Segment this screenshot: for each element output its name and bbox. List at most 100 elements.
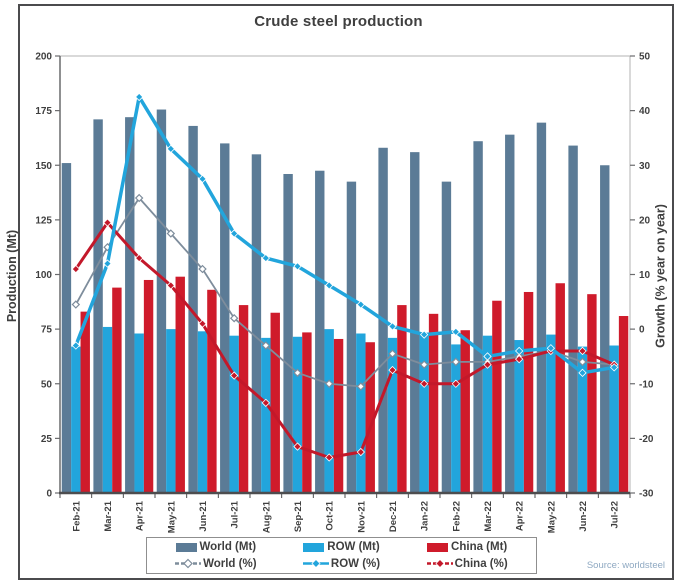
right-tick-label: 10 — [639, 270, 651, 281]
right-tick-label: 40 — [639, 106, 651, 117]
marker-world--sep-21 — [293, 368, 302, 378]
marker-world--apr-21 — [134, 193, 144, 203]
x-label-may-22: May-22 — [546, 501, 557, 533]
bar-china-mt--apr-22 — [523, 291, 534, 493]
marker-china--sep-21 — [293, 442, 302, 451]
bar-world-mt--oct-21 — [315, 170, 325, 493]
bar-row-mt--jan-22 — [419, 333, 429, 493]
bar-china-mt--feb-22 — [460, 330, 470, 493]
marker-china--mar-21 — [103, 218, 112, 227]
line-row- — [74, 95, 616, 375]
chart-title: Crude steel production — [254, 13, 423, 30]
marker-world--dec-21 — [388, 349, 397, 358]
marker-world--jan-22 — [419, 360, 429, 369]
legend: World (Mt) ROW (Mt) China (Mt) World (%) ROW… — [146, 537, 537, 574]
marker-china--apr-22 — [515, 355, 524, 364]
marker-world--feb-22 — [451, 357, 461, 367]
marker-china--nov-21 — [356, 447, 365, 457]
legend-swatch-icon — [303, 542, 325, 552]
x-label-apr-22: Apr-22 — [515, 501, 526, 531]
legend-line-icon — [426, 559, 453, 569]
bar-world-mt--jun-22 — [568, 145, 578, 493]
marker-row--feb-22 — [451, 327, 460, 337]
left-tick-label: 25 — [41, 434, 53, 445]
marker-china--jul-21 — [230, 371, 239, 380]
marker-row--mar-21 — [103, 259, 112, 268]
legend-label: China (Mt) — [451, 541, 508, 554]
bar-china-mt--apr-21 — [143, 279, 154, 493]
x-label-aug-21: Aug-21 — [261, 500, 272, 533]
bar-china-mt--mar-21 — [112, 287, 122, 493]
marker-row--may-22 — [546, 344, 555, 353]
marker-china--mar-22 — [483, 360, 492, 369]
legend-label: ROW (Mt) — [327, 541, 380, 554]
bar-china-mt--jul-22 — [618, 316, 629, 493]
x-label-jul-21: Jul-21 — [230, 500, 241, 528]
marker-world--jun-22 — [578, 357, 587, 367]
legend-swatch-icon — [175, 542, 197, 552]
bar-row-mt--nov-21 — [356, 333, 366, 493]
bar-row-mt--sep-21 — [292, 336, 303, 493]
marker-world--feb-21 — [71, 300, 81, 309]
marker-row--apr-22 — [515, 346, 524, 356]
bar-china-mt--may-21 — [175, 276, 185, 493]
marker-row--jul-21 — [230, 229, 239, 238]
bar-row-mt--apr-22 — [514, 340, 524, 493]
marker-world--nov-21 — [356, 382, 366, 391]
marker-world--jul-21 — [229, 313, 239, 323]
x-label-feb-22: Feb-22 — [451, 501, 462, 532]
left-tick-label: 200 — [35, 52, 52, 63]
bar-world-mt--apr-21 — [125, 117, 135, 494]
bar-china-mt--feb-21 — [80, 311, 90, 493]
marker-row--may-21 — [166, 144, 175, 154]
marker-row--nov-21 — [356, 300, 365, 309]
legend-item-china-mt-: China (Mt) — [404, 541, 530, 553]
bar-world-mt--feb-22 — [441, 181, 452, 493]
x-label-jan-22: Jan-22 — [420, 501, 431, 531]
marker-china--feb-21 — [71, 264, 80, 274]
bar-row-mt--jul-21 — [229, 335, 239, 493]
legend-label: World (Mt) — [199, 541, 257, 554]
marker-china--apr-21 — [135, 253, 144, 263]
bar-world-mt--nov-21 — [346, 181, 357, 493]
bar-row-mt--dec-21 — [387, 337, 398, 493]
legend-item-row-: ROW (%) — [279, 558, 405, 570]
marker-china--feb-22 — [451, 379, 460, 388]
legend-item-world-mt-: World (Mt) — [153, 541, 279, 553]
marker-row--jul-22 — [610, 363, 619, 372]
marker-china--jun-22 — [578, 346, 587, 356]
bar-china-mt--nov-21 — [365, 342, 375, 493]
right-tick-label: 50 — [639, 52, 651, 63]
left-tick-label: 125 — [35, 215, 52, 226]
bar-china-mt--aug-21 — [270, 312, 280, 493]
bar-row-mt--may-22 — [546, 334, 556, 493]
bar-world-mt--apr-22 — [505, 134, 515, 493]
bar-world-mt--feb-21 — [61, 163, 72, 493]
marker-row--apr-21 — [135, 92, 144, 102]
marker-china--aug-21 — [261, 398, 270, 408]
bar-row-mt--feb-21 — [71, 346, 81, 493]
bar-row-mt--jun-22 — [577, 346, 588, 493]
bar-row-mt--mar-22 — [482, 335, 493, 493]
bar-china-mt--sep-21 — [302, 332, 312, 493]
bar-row-mt--mar-21 — [102, 326, 113, 493]
legend-item-world-: World (%) — [153, 558, 279, 570]
x-label-jun-22: Jun-22 — [578, 501, 589, 532]
x-label-jun-21: Jun-21 — [198, 500, 209, 531]
marker-row--feb-21 — [71, 341, 80, 350]
legend-label: World (%) — [203, 557, 257, 570]
legend-item-row-mt-: ROW (Mt) — [279, 541, 405, 553]
left-tick-label: 100 — [35, 270, 52, 281]
bar-world-mt--jan-22 — [410, 152, 420, 493]
right-tick-label: -20 — [639, 434, 654, 445]
marker-world--jun-21 — [198, 264, 207, 274]
marker-china--dec-21 — [388, 365, 397, 375]
line-world- — [74, 197, 616, 388]
line-china- — [74, 221, 616, 459]
legend-line-icon — [302, 559, 329, 569]
bar-world-mt--jul-22 — [600, 165, 610, 493]
bar-china-mt--jul-21 — [238, 305, 249, 493]
source-credit: Source: worldsteel — [586, 560, 665, 571]
marker-row--jun-22 — [578, 368, 587, 377]
